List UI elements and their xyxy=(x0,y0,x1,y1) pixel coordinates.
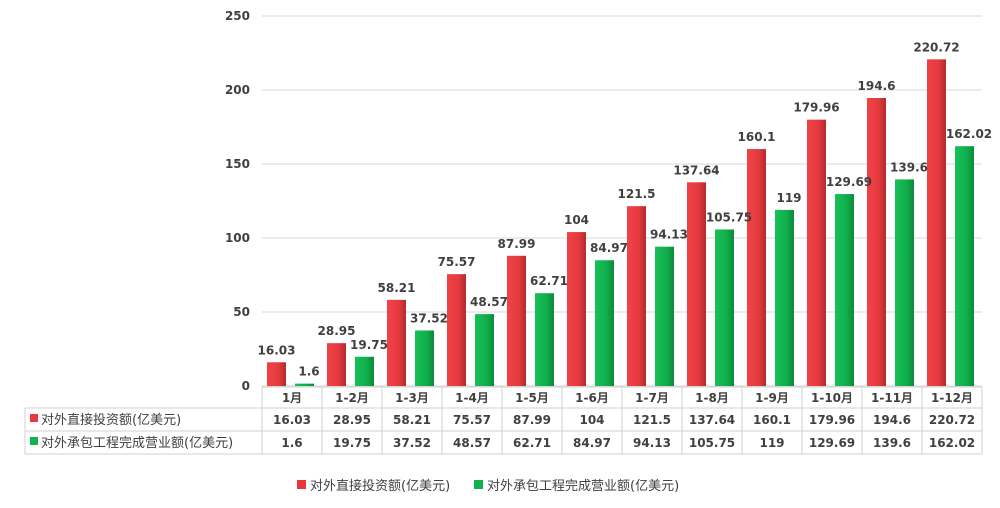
table-cell: 162.02 xyxy=(929,436,975,450)
bar-contract xyxy=(835,194,854,386)
category-label: 1-6月 xyxy=(575,391,609,405)
legend-key-icon xyxy=(30,414,38,422)
table-cell: 75.57 xyxy=(453,413,491,427)
data-label: 160.1 xyxy=(738,130,776,144)
bar-investment xyxy=(747,149,766,386)
data-label: 16.03 xyxy=(258,343,296,357)
table-cell: 139.6 xyxy=(873,436,911,450)
bar-investment xyxy=(507,255,526,386)
table-row-label: 对外承包工程完成营业额(亿美元) xyxy=(41,436,233,451)
table-cell: 28.95 xyxy=(333,413,371,427)
bar-investment xyxy=(687,182,706,386)
legend-label: 对外承包工程完成营业额(亿美元) xyxy=(487,479,679,494)
data-label: 58.21 xyxy=(378,281,416,295)
legend-swatch-icon xyxy=(474,480,483,489)
data-label: 37.52 xyxy=(410,311,448,325)
table-cell: 129.69 xyxy=(809,436,855,450)
table-cell: 16.03 xyxy=(273,413,311,427)
y-tick-label: 50 xyxy=(233,305,250,319)
data-label: 121.5 xyxy=(618,187,656,201)
table-cell: 58.21 xyxy=(393,413,431,427)
bar-contract xyxy=(535,293,554,386)
bar-contract xyxy=(775,209,794,386)
y-tick-label: 250 xyxy=(225,9,250,23)
table-cell: 105.75 xyxy=(689,436,735,450)
legend-key-icon xyxy=(30,437,38,445)
data-label: 48.57 xyxy=(470,295,508,309)
data-label: 84.97 xyxy=(590,241,628,255)
table-cell: 94.13 xyxy=(633,436,671,450)
category-label: 1-10月 xyxy=(811,391,853,405)
data-label: 179.96 xyxy=(793,101,839,115)
data-label: 75.57 xyxy=(438,255,476,269)
bar-investment xyxy=(387,299,406,386)
data-label: 62.71 xyxy=(530,274,568,288)
category-label: 1-3月 xyxy=(395,391,429,405)
table-cell: 87.99 xyxy=(513,413,551,427)
table-cell: 137.64 xyxy=(689,413,735,427)
category-label: 1月 xyxy=(282,391,302,405)
data-label: 137.64 xyxy=(673,163,719,177)
table-cell: 62.71 xyxy=(513,436,551,450)
table-cell: 220.72 xyxy=(929,413,975,427)
bar-investment xyxy=(627,206,646,386)
table-cell: 104 xyxy=(579,413,604,427)
y-tick-label: 0 xyxy=(242,379,250,393)
category-label: 1-7月 xyxy=(635,391,669,405)
bar-investment xyxy=(927,59,946,386)
data-label: 87.99 xyxy=(498,237,536,251)
table-cell: 37.52 xyxy=(393,436,431,450)
table-cell: 194.6 xyxy=(873,413,911,427)
data-label: 1.6 xyxy=(298,365,319,379)
data-label: 139.6 xyxy=(890,160,928,174)
data-label: 119 xyxy=(776,191,801,205)
bar-contract xyxy=(355,356,374,386)
table-cell: 19.75 xyxy=(333,436,371,450)
legend-label: 对外直接投资额(亿美元) xyxy=(310,478,450,494)
data-label: 104 xyxy=(564,213,589,227)
legend-swatch-icon xyxy=(297,480,306,489)
table-cell: 179.96 xyxy=(809,413,855,427)
category-label: 1-12月 xyxy=(931,391,973,405)
table-cell: 84.97 xyxy=(573,436,611,450)
bar-contract xyxy=(655,246,674,386)
category-label: 1-5月 xyxy=(515,391,549,405)
bar-contract xyxy=(715,229,734,386)
bar-contract xyxy=(955,146,974,386)
data-label: 162.02 xyxy=(946,127,992,141)
data-label: 19.75 xyxy=(350,338,388,352)
data-label: 105.75 xyxy=(706,210,752,224)
bar-investment xyxy=(447,274,466,386)
bar-contract xyxy=(415,330,434,386)
y-tick-label: 150 xyxy=(225,157,250,171)
bar-contract xyxy=(475,314,494,386)
data-label: 194.6 xyxy=(858,79,896,93)
data-label: 28.95 xyxy=(318,324,356,338)
category-label: 1-9月 xyxy=(755,391,789,405)
bar-investment xyxy=(327,343,346,386)
table-cell: 119 xyxy=(759,436,784,450)
category-label: 1-11月 xyxy=(871,391,913,405)
bar-contract xyxy=(295,383,314,386)
table-cell: 1.6 xyxy=(281,436,302,450)
table-row-label: 对外直接投资额(亿美元) xyxy=(41,412,181,428)
bar-investment xyxy=(867,97,886,386)
bar-investment xyxy=(807,119,826,386)
y-tick-label: 100 xyxy=(225,231,250,245)
category-label: 1-4月 xyxy=(455,391,489,405)
category-label: 1-8月 xyxy=(695,391,729,405)
category-label: 1-2月 xyxy=(335,391,369,405)
bar-contract xyxy=(595,260,614,386)
table-cell: 121.5 xyxy=(633,413,671,427)
table-cell: 48.57 xyxy=(453,436,491,450)
table-cell: 160.1 xyxy=(753,413,791,427)
y-tick-label: 200 xyxy=(225,83,250,97)
data-label: 129.69 xyxy=(826,175,872,189)
data-label: 220.72 xyxy=(913,40,959,54)
bar-investment xyxy=(267,362,286,386)
data-label: 94.13 xyxy=(650,228,688,242)
bar-investment xyxy=(567,232,586,386)
bar-contract xyxy=(895,179,914,386)
